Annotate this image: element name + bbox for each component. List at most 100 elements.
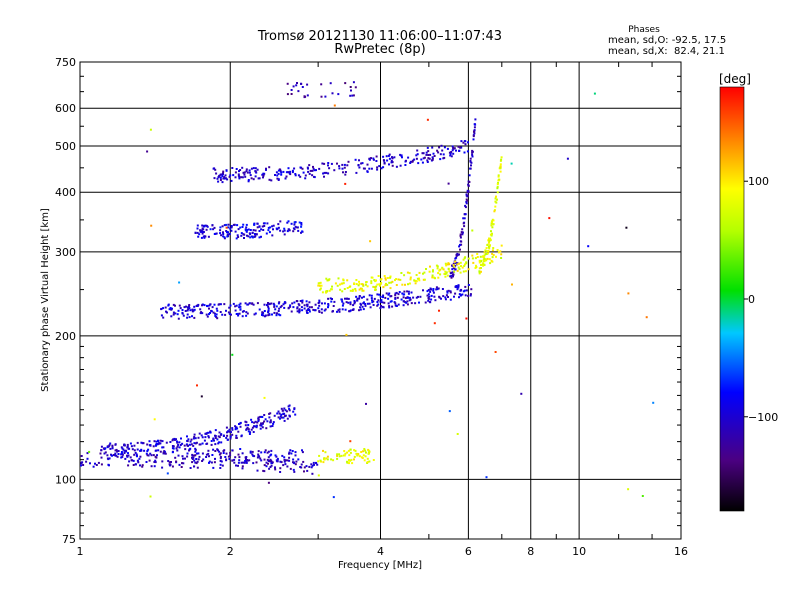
- data-point: [464, 285, 467, 288]
- data-point: [342, 302, 345, 305]
- data-point: [317, 307, 320, 310]
- data-point: [207, 449, 210, 452]
- data-point: [246, 171, 249, 174]
- data-point: [267, 450, 270, 453]
- data-point: [265, 168, 267, 171]
- data-point: [332, 310, 334, 313]
- data-point: [152, 445, 155, 448]
- data-point: [386, 159, 389, 162]
- data-point: [491, 226, 494, 229]
- data-point: [164, 452, 167, 455]
- data-point: [488, 237, 490, 240]
- data-point: [184, 310, 187, 312]
- data-point: [86, 457, 89, 460]
- data-point: [262, 229, 265, 231]
- data-point: [427, 289, 430, 291]
- data-point: [150, 465, 153, 468]
- data-point: [258, 455, 261, 458]
- data-point: [247, 228, 250, 231]
- data-point: [257, 450, 260, 453]
- data-point: [139, 449, 142, 452]
- data-point: [336, 457, 339, 460]
- data-point: [403, 290, 406, 293]
- data-point: [450, 276, 453, 279]
- data-point: [263, 464, 266, 467]
- data-point: [405, 159, 407, 162]
- data-point: [298, 309, 301, 312]
- data-point: [276, 228, 279, 231]
- data-point: [223, 177, 226, 180]
- data-point: [260, 451, 263, 454]
- data-point: [217, 442, 220, 445]
- data-point: [303, 466, 306, 469]
- data-point: [318, 301, 321, 304]
- data-point: [357, 284, 360, 287]
- data-point: [250, 235, 253, 238]
- data-point: [196, 224, 199, 227]
- data-point: [293, 223, 296, 226]
- data-point: [252, 178, 255, 181]
- data-point: [359, 308, 362, 311]
- data-point: [153, 440, 156, 443]
- data-point: [218, 453, 221, 456]
- data-point: [280, 304, 283, 307]
- data-point: [490, 259, 493, 262]
- data-point: [336, 453, 339, 456]
- data-point: [495, 201, 498, 204]
- data-point: [384, 277, 387, 280]
- data-point: [240, 435, 243, 438]
- data-point: [467, 184, 470, 187]
- data-point: [219, 311, 222, 313]
- data-point: [511, 283, 513, 286]
- data-point: [458, 150, 461, 152]
- data-point: [122, 448, 125, 451]
- data-point: [431, 270, 434, 273]
- data-point: [482, 263, 485, 266]
- data-point: [265, 465, 268, 468]
- data-point: [428, 270, 431, 273]
- data-point: [464, 263, 466, 266]
- data-point: [108, 457, 111, 460]
- data-point: [294, 174, 297, 177]
- data-point: [356, 297, 359, 300]
- data-point: [269, 419, 272, 422]
- data-point: [495, 255, 497, 258]
- data-point: [181, 455, 184, 458]
- data-point: [202, 458, 205, 461]
- data-point: [273, 305, 276, 308]
- data-point: [467, 141, 469, 144]
- data-point: [236, 312, 239, 315]
- data-point: [268, 412, 271, 415]
- data-point: [221, 225, 224, 228]
- data-point: [301, 86, 304, 88]
- data-point: [155, 443, 158, 446]
- data-point: [217, 180, 220, 183]
- data-point: [302, 460, 305, 463]
- data-point: [463, 140, 466, 143]
- data-point: [395, 284, 398, 286]
- data-point: [344, 308, 347, 311]
- data-point: [460, 231, 463, 234]
- data-point: [173, 437, 176, 440]
- data-point: [181, 309, 184, 311]
- data-point: [167, 460, 170, 462]
- data-point: [175, 447, 178, 450]
- data-point: [451, 149, 454, 152]
- data-point: [287, 307, 290, 310]
- data-point: [318, 167, 321, 170]
- data-point: [280, 171, 283, 174]
- data-point: [298, 221, 301, 224]
- data-point: [354, 449, 357, 452]
- data-point: [245, 314, 248, 317]
- data-point: [456, 254, 459, 257]
- data-point: [219, 433, 222, 436]
- data-point: [219, 452, 222, 455]
- data-point: [462, 141, 465, 144]
- data-point: [251, 450, 254, 453]
- data-point: [470, 288, 473, 291]
- data-point: [497, 174, 500, 177]
- data-point: [355, 171, 358, 174]
- data-point: [395, 291, 398, 294]
- data-point: [282, 170, 285, 173]
